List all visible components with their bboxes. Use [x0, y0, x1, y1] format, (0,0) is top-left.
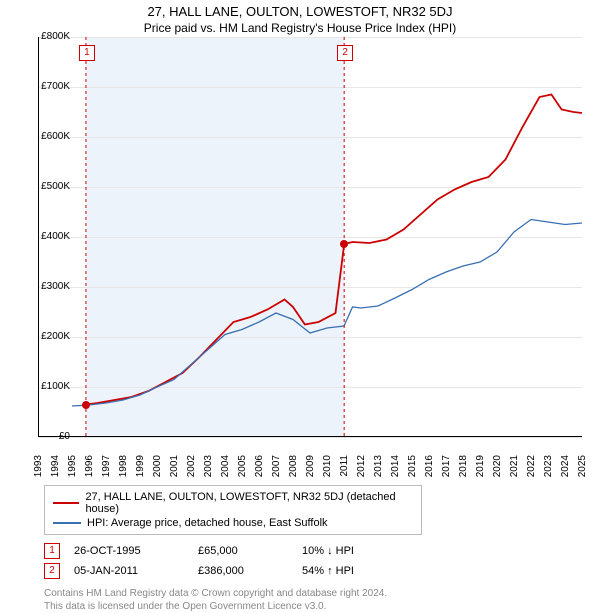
sale-marker-dot — [82, 401, 90, 409]
sale-row-badge: 2 — [44, 563, 60, 579]
x-axis-label: 2010 — [322, 455, 333, 477]
x-axis-label: 2009 — [305, 455, 316, 477]
legend-swatch — [53, 502, 79, 504]
x-axis-label: 2002 — [186, 455, 197, 477]
series-line — [72, 220, 582, 407]
legend-label: HPI: Average price, detached house, East… — [87, 517, 328, 529]
x-axis-label: 2004 — [220, 455, 231, 477]
sale-marker-dot — [340, 240, 348, 248]
x-axis-label: 1995 — [67, 455, 78, 477]
page-title: 27, HALL LANE, OULTON, LOWESTOFT, NR32 5… — [0, 0, 600, 19]
x-axis-label: 2001 — [169, 455, 180, 477]
page-subtitle: Price paid vs. HM Land Registry's House … — [0, 19, 600, 37]
x-axis-label: 2022 — [526, 455, 537, 477]
x-axis-label: 2014 — [390, 455, 401, 477]
x-axis-label: 1993 — [33, 455, 44, 477]
chart-lines — [38, 37, 582, 437]
x-axis-label: 1996 — [84, 455, 95, 477]
series-line — [86, 95, 582, 405]
legend-label: 27, HALL LANE, OULTON, LOWESTOFT, NR32 5… — [85, 491, 413, 515]
x-axis-label: 2018 — [458, 455, 469, 477]
x-axis-label: 2015 — [407, 455, 418, 477]
x-axis-label: 2024 — [560, 455, 571, 477]
sales-table: 1 26-OCT-1995 £65,000 10% ↓ HPI 2 05-JAN-2011… — [44, 541, 600, 581]
x-axis-label: 2005 — [237, 455, 248, 477]
price-chart: £0£100K£200K£300K£400K£500K£600K£700K£80… — [38, 37, 598, 437]
x-axis-label: 2019 — [475, 455, 486, 477]
sale-hpi-delta: 10% ↓ HPI — [302, 545, 354, 557]
sale-row: 2 05-JAN-2011 £386,000 54% ↑ HPI — [44, 561, 600, 581]
sale-row-badge: 1 — [44, 543, 60, 559]
sale-hpi-delta: 54% ↑ HPI — [302, 565, 354, 577]
x-axis-label: 2000 — [152, 455, 163, 477]
x-axis-label: 2007 — [271, 455, 282, 477]
legend-item: HPI: Average price, detached house, East… — [53, 516, 413, 530]
sale-price: £65,000 — [198, 545, 288, 557]
sale-marker-badge: 1 — [79, 45, 95, 61]
x-axis-label: 1994 — [50, 455, 61, 477]
footer-attribution: Contains HM Land Registry data © Crown c… — [44, 587, 600, 613]
sale-date: 26-OCT-1995 — [74, 545, 184, 557]
x-axis-label: 2006 — [254, 455, 265, 477]
gridline — [38, 437, 582, 438]
x-axis-label: 1999 — [135, 455, 146, 477]
legend-swatch — [53, 522, 81, 524]
x-axis-label: 2025 — [577, 455, 588, 477]
x-axis-label: 2013 — [373, 455, 384, 477]
footer-line: Contains HM Land Registry data © Crown c… — [44, 587, 600, 600]
x-axis-label: 2003 — [203, 455, 214, 477]
chart-legend: 27, HALL LANE, OULTON, LOWESTOFT, NR32 5… — [44, 485, 422, 535]
x-axis-label: 1998 — [118, 455, 129, 477]
x-axis-label: 1997 — [101, 455, 112, 477]
sale-row: 1 26-OCT-1995 £65,000 10% ↓ HPI — [44, 541, 600, 561]
sale-date: 05-JAN-2011 — [74, 565, 184, 577]
x-axis-label: 2021 — [509, 455, 520, 477]
sale-marker-badge: 2 — [337, 45, 353, 61]
x-axis-label: 2017 — [441, 455, 452, 477]
x-axis-label: 2020 — [492, 455, 503, 477]
x-axis-label: 2008 — [288, 455, 299, 477]
footer-line: This data is licensed under the Open Gov… — [44, 600, 600, 613]
x-axis-label: 2016 — [424, 455, 435, 477]
x-axis-label: 2012 — [356, 455, 367, 477]
sale-price: £386,000 — [198, 565, 288, 577]
x-axis-label: 2023 — [543, 455, 554, 477]
legend-item: 27, HALL LANE, OULTON, LOWESTOFT, NR32 5… — [53, 490, 413, 516]
x-axis-label: 2011 — [339, 455, 350, 477]
